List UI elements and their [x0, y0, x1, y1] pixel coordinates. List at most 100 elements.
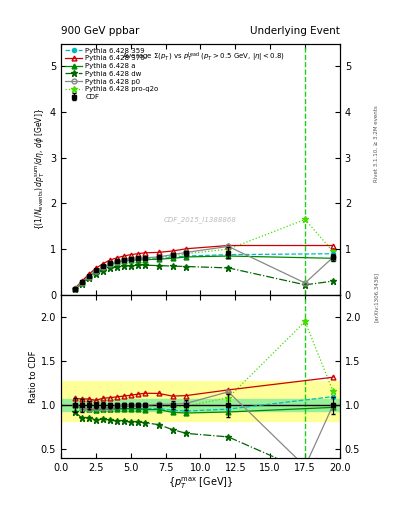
- Pythia 6.428 pro-q2o: [156, 254, 161, 261]
- Pythia 6.428 a: [135, 257, 140, 263]
- Pythia 6.428 pro-q2o: [331, 248, 335, 254]
- Bar: [61, 399, 340, 412]
- Pythia 6.428 a: [79, 280, 84, 286]
- Pythia 6.428 359: [170, 254, 175, 261]
- Pythia 6.428 dw: [114, 264, 119, 270]
- Pythia 6.428 a: [142, 257, 147, 263]
- Pythia 6.428 370: [331, 243, 335, 249]
- Pythia 6.428 a: [331, 255, 335, 262]
- Pythia 6.428 pro-q2o: [135, 255, 140, 262]
- Pythia 6.428 p0: [94, 268, 98, 274]
- Pythia 6.428 pro-q2o: [121, 257, 126, 263]
- Pythia 6.428 dw: [135, 262, 140, 268]
- X-axis label: $\{p_T^\mathrm{max}\;[\mathrm{GeV}]\}$: $\{p_T^\mathrm{max}\;[\mathrm{GeV}]\}$: [168, 476, 233, 492]
- Text: Underlying Event: Underlying Event: [250, 26, 340, 36]
- Pythia 6.428 dw: [156, 263, 161, 269]
- Pythia 6.428 370: [86, 271, 91, 278]
- Pythia 6.428 p0: [73, 286, 77, 292]
- Pythia 6.428 dw: [303, 282, 307, 288]
- Pythia 6.428 pro-q2o: [114, 259, 119, 265]
- Pythia 6.428 359: [114, 260, 119, 266]
- Pythia 6.428 370: [121, 253, 126, 259]
- Pythia 6.428 370: [128, 251, 133, 258]
- Pythia 6.428 p0: [142, 255, 147, 261]
- Pythia 6.428 pro-q2o: [101, 264, 105, 270]
- Line: Pythia 6.428 p0: Pythia 6.428 p0: [72, 244, 335, 291]
- Pythia 6.428 370: [73, 285, 77, 291]
- Line: Pythia 6.428 359: Pythia 6.428 359: [73, 252, 335, 291]
- Pythia 6.428 pro-q2o: [303, 217, 307, 223]
- Pythia 6.428 dw: [128, 263, 133, 269]
- Pythia 6.428 370: [135, 251, 140, 257]
- Pythia 6.428 359: [226, 251, 231, 258]
- Pythia 6.428 359: [128, 257, 133, 263]
- Pythia 6.428 a: [86, 273, 91, 280]
- Pythia 6.428 359: [184, 253, 189, 259]
- Pythia 6.428 p0: [101, 264, 105, 270]
- Text: Rivet 3.1.10, ≥ 3.2M events: Rivet 3.1.10, ≥ 3.2M events: [374, 105, 379, 182]
- Pythia 6.428 dw: [226, 265, 231, 271]
- Pythia 6.428 370: [184, 246, 189, 252]
- Pythia 6.428 pro-q2o: [107, 261, 112, 267]
- Pythia 6.428 359: [142, 256, 147, 262]
- Pythia 6.428 370: [170, 248, 175, 254]
- Pythia 6.428 pro-q2o: [79, 280, 84, 286]
- Pythia 6.428 p0: [226, 243, 231, 249]
- Pythia 6.428 dw: [184, 264, 189, 270]
- Text: Average $\Sigma(p_T)$ vs $p_T^\mathrm{lead}$ ($p_T > 0.5$ GeV, $|\eta| < 0.8$): Average $\Sigma(p_T)$ vs $p_T^\mathrm{le…: [122, 51, 285, 65]
- Pythia 6.428 dw: [101, 268, 105, 274]
- Y-axis label: $\{(1/N_\mathrm{events})\,dp_T^\mathrm{sum}/d\eta,\,d\phi\;[\mathrm{GeV}]\}$: $\{(1/N_\mathrm{events})\,dp_T^\mathrm{s…: [33, 108, 47, 230]
- Pythia 6.428 dw: [331, 278, 335, 284]
- Pythia 6.428 359: [331, 251, 335, 257]
- Pythia 6.428 pro-q2o: [128, 256, 133, 262]
- Pythia 6.428 a: [128, 257, 133, 263]
- Pythia 6.428 370: [107, 257, 112, 263]
- Pythia 6.428 a: [114, 260, 119, 266]
- Pythia 6.428 p0: [303, 280, 307, 286]
- Pythia 6.428 a: [184, 254, 189, 260]
- Pythia 6.428 dw: [142, 262, 147, 268]
- Line: Pythia 6.428 dw: Pythia 6.428 dw: [72, 262, 336, 292]
- Pythia 6.428 p0: [121, 257, 126, 263]
- Pythia 6.428 p0: [128, 255, 133, 262]
- Pythia 6.428 pro-q2o: [73, 286, 77, 292]
- Pythia 6.428 dw: [94, 271, 98, 277]
- Pythia 6.428 370: [94, 265, 98, 271]
- Pythia 6.428 dw: [107, 265, 112, 271]
- Pythia 6.428 p0: [331, 254, 335, 261]
- Pythia 6.428 370: [226, 243, 231, 249]
- Line: Pythia 6.428 a: Pythia 6.428 a: [72, 253, 335, 291]
- Text: 900 GeV ppbar: 900 GeV ppbar: [61, 26, 139, 36]
- Pythia 6.428 p0: [170, 251, 175, 258]
- Pythia 6.428 359: [86, 273, 91, 280]
- Text: CDF_2015_I1388868: CDF_2015_I1388868: [164, 216, 237, 223]
- Pythia 6.428 dw: [79, 281, 84, 287]
- Pythia 6.428 dw: [86, 275, 91, 282]
- Pythia 6.428 pro-q2o: [94, 268, 98, 274]
- Pythia 6.428 a: [170, 255, 175, 262]
- Pythia 6.428 359: [156, 255, 161, 262]
- Pythia 6.428 359: [94, 268, 98, 274]
- Pythia 6.428 p0: [107, 261, 112, 267]
- Pythia 6.428 a: [73, 286, 77, 292]
- Pythia 6.428 359: [121, 258, 126, 264]
- Pythia 6.428 359: [79, 280, 84, 286]
- Pythia 6.428 p0: [86, 273, 91, 280]
- Pythia 6.428 a: [107, 261, 112, 267]
- Pythia 6.428 pro-q2o: [226, 246, 231, 252]
- Pythia 6.428 359: [101, 264, 105, 270]
- Pythia 6.428 dw: [73, 286, 77, 292]
- Pythia 6.428 359: [73, 286, 77, 292]
- Line: Pythia 6.428 pro-q2o: Pythia 6.428 pro-q2o: [72, 217, 336, 292]
- Pythia 6.428 a: [121, 258, 126, 264]
- Pythia 6.428 370: [142, 250, 147, 256]
- Pythia 6.428 a: [156, 256, 161, 262]
- Pythia 6.428 370: [114, 255, 119, 261]
- Pythia 6.428 359: [107, 261, 112, 267]
- Pythia 6.428 370: [79, 278, 84, 284]
- Pythia 6.428 a: [101, 264, 105, 270]
- Pythia 6.428 dw: [121, 263, 126, 269]
- Pythia 6.428 p0: [79, 280, 84, 286]
- Pythia 6.428 p0: [114, 259, 119, 265]
- Pythia 6.428 370: [101, 261, 105, 267]
